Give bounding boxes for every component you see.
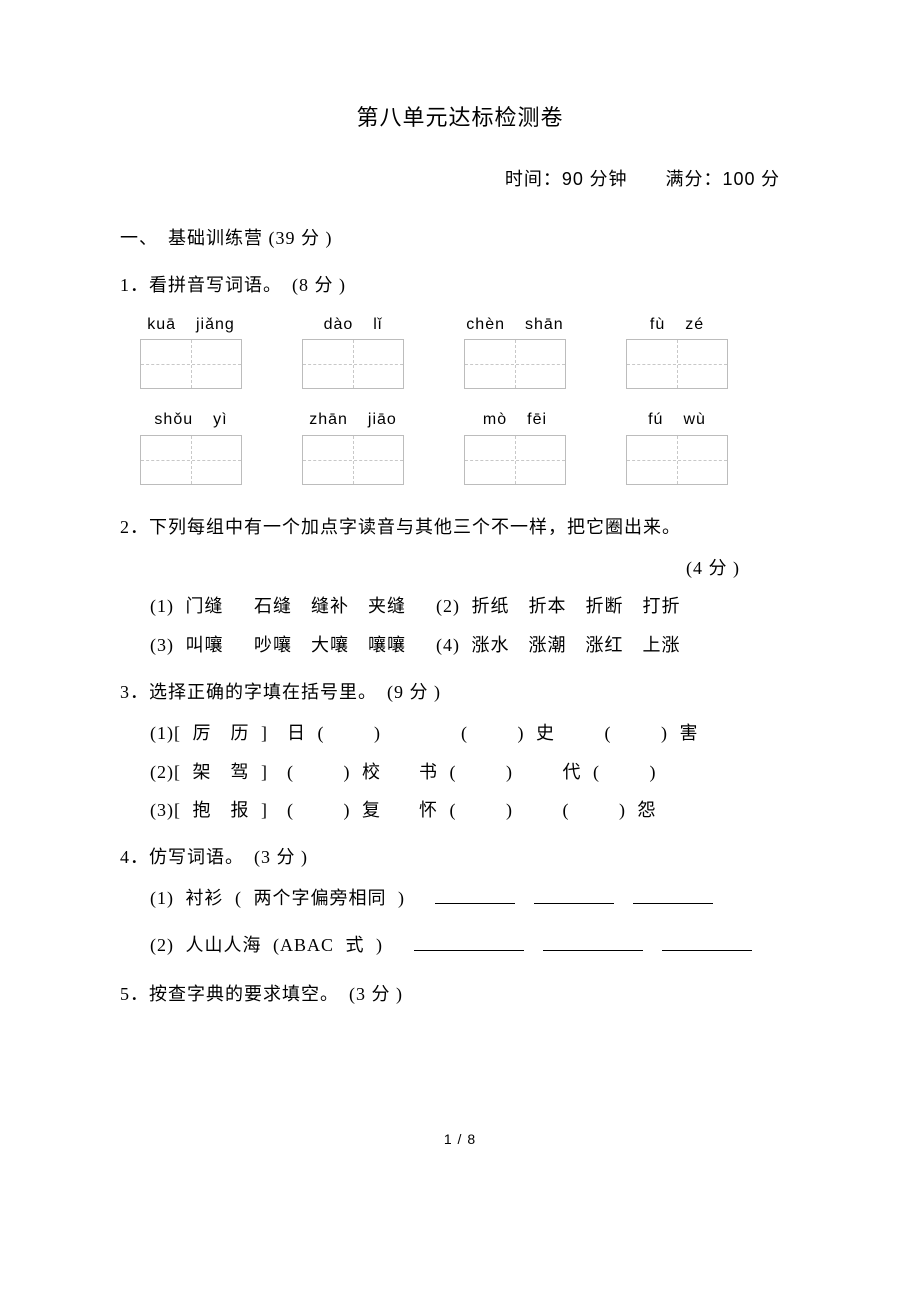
pinyin-group: dàolǐ	[302, 312, 404, 390]
q3-row: (1)[ 厉 历 ] 日 ( ) ( ) 史 ( ) 害	[150, 719, 800, 748]
pinyin-syllable: fù	[650, 312, 665, 338]
q4-label: (1) 衬衫 ( 两个字偏旁相同 )	[150, 888, 424, 908]
fill-blank[interactable]	[435, 885, 515, 904]
writing-box[interactable]	[140, 339, 242, 389]
q3-row: (3)[ 抱 报 ] ( ) 复 怀 ( ) ( ) 怨	[150, 796, 800, 825]
pinyin-syllable: fēi	[527, 407, 547, 433]
q4-row: (1) 衬衫 ( 两个字偏旁相同 )	[150, 884, 800, 913]
q4-head: 4．仿写词语。 (3 分 )	[120, 843, 800, 872]
q2-row: (1) 门缝 石缝 缝补 夹缝 (2) 折纸 折本 折断 打折	[150, 592, 800, 621]
pinyin-syllable: yì	[213, 407, 227, 433]
pinyin-syllable: zé	[685, 312, 704, 338]
time-value: 90	[562, 169, 584, 189]
fill-blank[interactable]	[543, 932, 643, 951]
pinyin-syllable: chèn	[466, 312, 505, 338]
fill-blank[interactable]	[662, 932, 752, 951]
fill-blank[interactable]	[534, 885, 614, 904]
pinyin-group: mòfēi	[464, 407, 566, 485]
section-1-head: 一、 基础训练营 (39 分 )	[120, 224, 800, 253]
pinyin-row-1: kuā jiǎng dàolǐ chèn shān fùzé	[140, 312, 800, 390]
q3-row: (2)[ 架 驾 ] ( ) 校 书 ( ) 代 ( )	[150, 758, 800, 787]
q2-item: (1) 门缝 石缝 缝补 夹缝	[150, 596, 406, 616]
q4-row: (2) 人山人海 (ABAC 式 )	[150, 931, 800, 960]
writing-box[interactable]	[302, 339, 404, 389]
pinyin-syllable: kuā	[147, 312, 176, 338]
full-label: 满分：	[665, 169, 722, 189]
writing-box[interactable]	[302, 435, 404, 485]
q3-head: 3．选择正确的字填在括号里。 (9 分 )	[120, 678, 800, 707]
pinyin-syllable: jiāo	[368, 407, 397, 433]
writing-box[interactable]	[626, 339, 728, 389]
time-label: 时间：	[505, 169, 562, 189]
writing-box[interactable]	[464, 339, 566, 389]
q4-label: (2) 人山人海 (ABAC 式 )	[150, 935, 402, 955]
pinyin-syllable: zhān	[309, 407, 348, 433]
q2-item: (4) 涨水 涨潮 涨红 上涨	[436, 635, 681, 655]
full-value: 100	[722, 169, 755, 189]
doc-meta: 时间：90 分钟 满分：100 分	[120, 165, 800, 194]
q2-points: (4 分 )	[120, 554, 800, 583]
time-unit: 分钟	[589, 169, 627, 189]
full-unit: 分	[761, 169, 780, 189]
pinyin-syllable: lǐ	[373, 312, 382, 338]
pinyin-group: fúwù	[626, 407, 728, 485]
pinyin-syllable: jiǎng	[196, 312, 235, 338]
q2-head: 2．下列每组中有一个加点字读音与其他三个不一样，把它圈出来。	[120, 513, 800, 542]
q2-item: (3) 叫嚷 吵嚷 大嚷 嚷嚷	[150, 635, 406, 655]
q5-head: 5．按查字典的要求填空。 (3 分 )	[120, 980, 800, 1009]
pinyin-syllable: dào	[324, 312, 354, 338]
writing-box[interactable]	[140, 435, 242, 485]
fill-blank[interactable]	[633, 885, 713, 904]
writing-box[interactable]	[626, 435, 728, 485]
pinyin-syllable: shān	[525, 312, 564, 338]
fill-blank[interactable]	[414, 932, 524, 951]
pinyin-syllable: mò	[483, 407, 507, 433]
q1-head: 1．看拼音写词语。 (8 分 )	[120, 271, 800, 300]
pinyin-group: shǒuyì	[140, 407, 242, 485]
pinyin-syllable: fú	[648, 407, 663, 433]
doc-title: 第八单元达标检测卷	[120, 100, 800, 135]
page-number: 1 / 8	[120, 1128, 800, 1150]
pinyin-group: kuā jiǎng	[140, 312, 242, 390]
writing-box[interactable]	[464, 435, 566, 485]
pinyin-group: zhān jiāo	[302, 407, 404, 485]
pinyin-group: fùzé	[626, 312, 728, 390]
pinyin-syllable: shǒu	[154, 407, 193, 433]
pinyin-group: chèn shān	[464, 312, 566, 390]
q2-row: (3) 叫嚷 吵嚷 大嚷 嚷嚷 (4) 涨水 涨潮 涨红 上涨	[150, 631, 800, 660]
pinyin-syllable: wù	[683, 407, 705, 433]
q2-item: (2) 折纸 折本 折断 打折	[436, 596, 681, 616]
pinyin-row-2: shǒuyì zhān jiāo mòfēi fúwù	[140, 407, 800, 485]
